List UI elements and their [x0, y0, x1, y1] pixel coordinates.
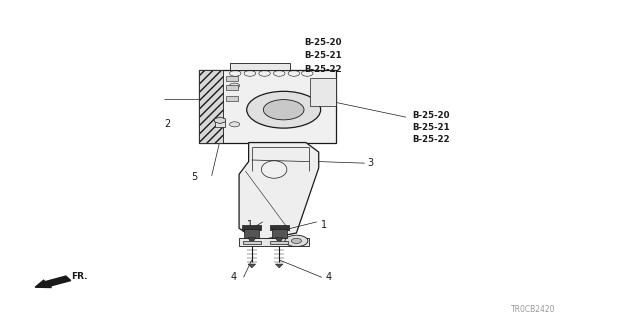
Bar [199, 69, 336, 142]
Bar [227, 96, 238, 101]
Text: 2: 2 [164, 118, 170, 129]
Bar [227, 85, 238, 90]
Bar [199, 69, 223, 142]
Circle shape [230, 83, 240, 88]
Bar [243, 241, 260, 244]
Bar [230, 63, 290, 69]
Bar [271, 229, 287, 238]
Bar [244, 229, 259, 238]
Text: 1: 1 [321, 220, 328, 230]
Text: B-25-20: B-25-20 [412, 111, 450, 120]
Circle shape [285, 235, 308, 247]
Circle shape [246, 91, 321, 128]
Bar [269, 225, 289, 230]
Text: B-25-22: B-25-22 [412, 135, 450, 144]
Text: FR.: FR. [72, 272, 88, 281]
FancyArrow shape [35, 276, 70, 288]
Text: B-25-21: B-25-21 [412, 123, 450, 132]
Text: 4: 4 [325, 272, 332, 282]
Polygon shape [275, 238, 283, 241]
Text: 4: 4 [231, 272, 237, 282]
Circle shape [263, 100, 304, 120]
Polygon shape [275, 264, 283, 268]
Text: 1: 1 [246, 220, 253, 230]
Polygon shape [248, 264, 255, 268]
Text: B-25-20: B-25-20 [304, 38, 342, 47]
Polygon shape [214, 117, 225, 124]
Circle shape [291, 238, 301, 244]
Text: 5: 5 [191, 172, 198, 182]
Text: 3: 3 [368, 158, 374, 168]
Text: TR0CB2420: TR0CB2420 [511, 305, 556, 314]
Bar [243, 225, 261, 230]
Text: B-25-22: B-25-22 [304, 65, 342, 74]
Bar [310, 78, 336, 106]
Polygon shape [239, 142, 319, 239]
Bar [239, 238, 309, 246]
Bar [215, 120, 225, 127]
Bar [227, 76, 238, 81]
Polygon shape [248, 238, 255, 241]
Text: B-25-21: B-25-21 [304, 52, 342, 60]
Circle shape [230, 122, 240, 127]
Bar [270, 241, 288, 244]
Ellipse shape [261, 161, 287, 178]
